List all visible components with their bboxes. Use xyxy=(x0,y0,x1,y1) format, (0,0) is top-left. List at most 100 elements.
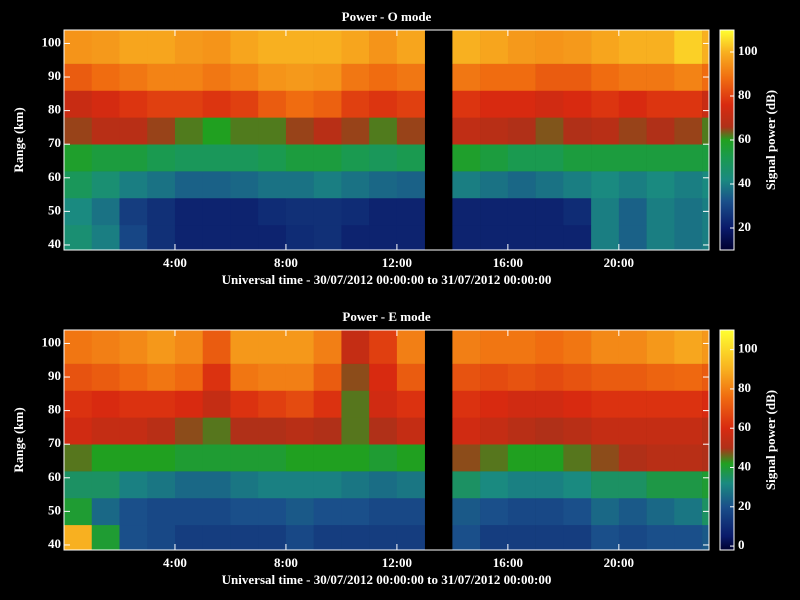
y-tick-label: 50 xyxy=(48,202,61,217)
heatmap-cell xyxy=(674,444,702,471)
heatmap-cell xyxy=(397,417,425,444)
heatmap-cell xyxy=(563,171,591,198)
heatmap-cell xyxy=(452,90,480,117)
heatmap-cell xyxy=(64,390,92,417)
heatmap-cell xyxy=(674,171,702,198)
heatmap-cell xyxy=(203,444,231,471)
heatmap-cell xyxy=(314,444,342,471)
y-tick-label: 40 xyxy=(48,236,61,251)
heatmap-cell xyxy=(674,90,702,117)
heatmap-cell xyxy=(563,117,591,144)
heatmap-cell xyxy=(702,471,709,498)
heatmap-cell xyxy=(258,444,286,471)
heatmap-cell xyxy=(341,144,369,171)
heatmap-cell xyxy=(508,390,536,417)
heatmap-cell xyxy=(203,198,231,225)
heatmap-cell xyxy=(175,117,203,144)
heatmap-cell xyxy=(536,390,564,417)
heatmap-cell xyxy=(147,471,175,498)
heatmap-cell xyxy=(203,144,231,171)
y-tick-label: 100 xyxy=(42,34,62,49)
heatmap-cell xyxy=(286,225,314,250)
heatmap-cell xyxy=(480,64,508,91)
heatmap-cell xyxy=(230,417,258,444)
heatmap-cell xyxy=(341,225,369,250)
heatmap-cell xyxy=(92,390,120,417)
heatmap-cell xyxy=(258,525,286,550)
heatmap-cell xyxy=(702,225,709,250)
colorbar-tick-label: 20 xyxy=(738,219,751,234)
heatmap-cell xyxy=(702,144,709,171)
heatmap-cell xyxy=(175,198,203,225)
heatmap-cell xyxy=(314,417,342,444)
heatmap-cell xyxy=(230,444,258,471)
heatmap-cell xyxy=(258,198,286,225)
heatmap-cell xyxy=(563,225,591,250)
heatmap-cell xyxy=(674,330,702,364)
heatmap-cell xyxy=(563,144,591,171)
heatmap-cell xyxy=(536,471,564,498)
heatmap-cell xyxy=(619,471,647,498)
heatmap-cell xyxy=(452,330,480,364)
heatmap-cell xyxy=(258,498,286,525)
heatmap-cell xyxy=(591,144,619,171)
heatmap-cell xyxy=(147,225,175,250)
heatmap-cell xyxy=(286,171,314,198)
heatmap-cell xyxy=(397,498,425,525)
heatmap-cell xyxy=(230,330,258,364)
heatmap-cell xyxy=(230,171,258,198)
heatmap-cell xyxy=(397,330,425,364)
heatmap-cell xyxy=(452,144,480,171)
heatmap-cell xyxy=(397,30,425,64)
heatmap-cell xyxy=(480,444,508,471)
heatmap-cell xyxy=(314,198,342,225)
heatmap-cell xyxy=(619,364,647,391)
heatmap-cell xyxy=(702,30,709,64)
heatmap-cell xyxy=(314,330,342,364)
colorbar-tick-label: 0 xyxy=(738,537,745,552)
x-axis-label: Universal time - 30/07/2012 00:00:00 to … xyxy=(222,572,552,587)
heatmap-cell xyxy=(119,330,147,364)
heatmap-cell xyxy=(508,117,536,144)
heatmap-cell xyxy=(480,144,508,171)
y-tick-label: 60 xyxy=(48,169,61,184)
heatmap-cell xyxy=(369,117,397,144)
heatmap-cell xyxy=(203,90,231,117)
heatmap-cell xyxy=(175,171,203,198)
heatmap-cell xyxy=(175,330,203,364)
heatmap-cell xyxy=(647,198,675,225)
colorbar-label: Signal power (dB) xyxy=(763,90,778,190)
heatmap-cell xyxy=(508,498,536,525)
y-axis-label: Range (km) xyxy=(11,407,26,472)
heatmap-cell xyxy=(702,117,709,144)
heatmap-cell xyxy=(674,117,702,144)
heatmap-cell xyxy=(536,30,564,64)
heatmap-cell xyxy=(591,117,619,144)
heatmap-cell xyxy=(619,498,647,525)
heatmap-cell xyxy=(92,498,120,525)
heatmap-cell xyxy=(452,417,480,444)
heatmap-cell xyxy=(230,225,258,250)
heatmap-cell xyxy=(452,30,480,64)
heatmap-cell xyxy=(619,390,647,417)
heatmap-cell xyxy=(286,498,314,525)
heatmap-cell xyxy=(286,390,314,417)
heatmap-cell xyxy=(286,471,314,498)
heatmap-cell xyxy=(508,525,536,550)
heatmap-cell xyxy=(64,144,92,171)
colorbar-tick-label: 80 xyxy=(738,380,751,395)
heatmap-cell xyxy=(203,364,231,391)
heatmap-cell xyxy=(119,171,147,198)
heatmap-cell xyxy=(119,390,147,417)
y-tick-label: 90 xyxy=(48,368,61,383)
heatmap-cell xyxy=(536,225,564,250)
heatmap-cell xyxy=(452,390,480,417)
y-tick-label: 80 xyxy=(48,102,61,117)
heatmap-cell xyxy=(314,525,342,550)
chart-title: Power - O mode xyxy=(342,9,432,24)
heatmap-cell xyxy=(147,90,175,117)
heatmap-cell xyxy=(175,30,203,64)
heatmap-cell xyxy=(647,390,675,417)
heatmap-cell xyxy=(92,198,120,225)
heatmap-cell xyxy=(64,225,92,250)
